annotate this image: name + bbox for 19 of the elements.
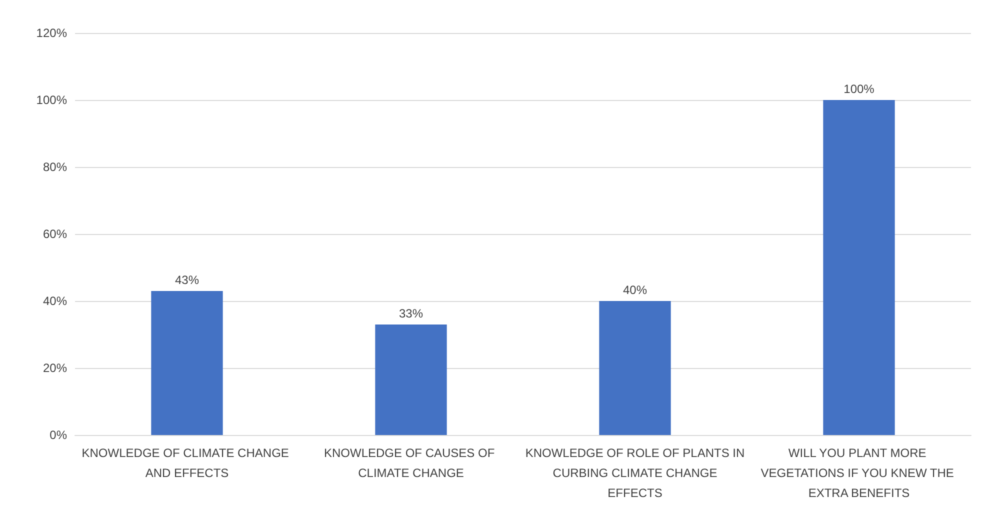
- x-tick-label: WILL YOU PLANT MORE VEGETATIONS IF YOU KNEW THE EXTRA BENEFITS: [760, 446, 958, 500]
- y-tick-label: 120%: [36, 26, 68, 40]
- data-label: 100%: [844, 82, 875, 96]
- y-tick-label: 20%: [42, 361, 68, 375]
- x-tick-label: KNOWLEDGE OF CAUSES OF CLIMATE CHANGE: [324, 446, 498, 480]
- y-tick-label: 40%: [42, 294, 68, 308]
- y-tick-label: 60%: [42, 227, 68, 241]
- y-tick-label: 100%: [36, 93, 68, 107]
- data-label: 43%: [174, 272, 200, 287]
- y-tick-label: 80%: [42, 160, 68, 174]
- bar: [151, 290, 223, 435]
- x-tick-label: KNOWLEDGE OF CLIMATE CHANGE AND EFFECTS: [82, 446, 292, 480]
- y-tick-label: 0%: [50, 428, 68, 442]
- data-label: 40%: [622, 283, 648, 297]
- x-tick-label: KNOWLEDGE OF ROLE OF PLANTS IN CURBING CLIMATE CHANGE EFFECTS: [525, 446, 745, 500]
- data-label: 33%: [398, 306, 424, 320]
- bar: [599, 301, 671, 435]
- bar: [375, 324, 447, 435]
- bar: [823, 100, 895, 435]
